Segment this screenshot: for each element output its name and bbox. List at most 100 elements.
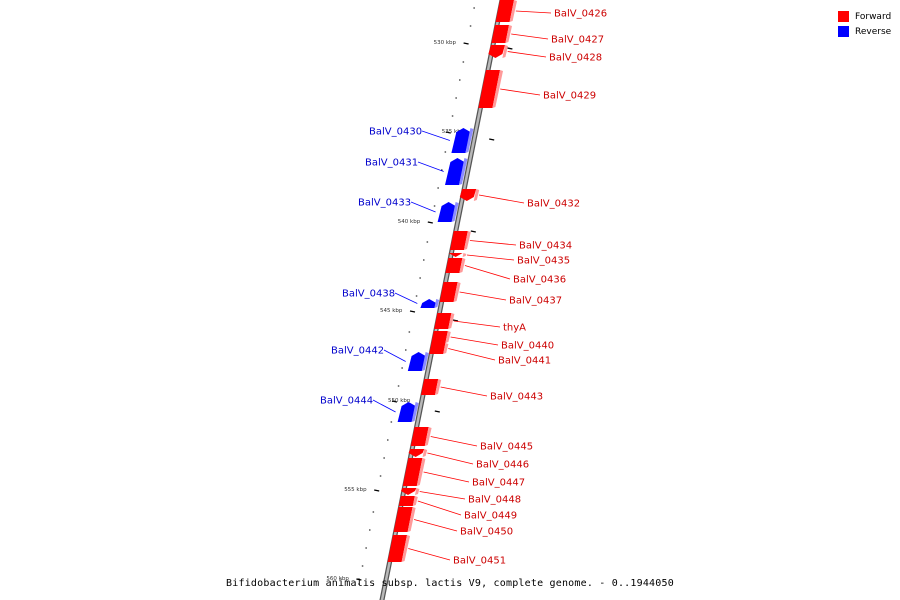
gene-BalV_0444[interactable] (397, 402, 419, 422)
gene-side (459, 258, 466, 273)
gene-BalV_0449[interactable] (398, 496, 418, 506)
map-caption: Bifidobacterium animalis subsp. lactis V… (226, 578, 674, 589)
gene-BalV_0428[interactable] (488, 45, 508, 58)
gene-label[interactable]: BalV_0431 (365, 158, 418, 169)
leader-line (507, 51, 547, 58)
forward-swatch (838, 11, 849, 22)
gene-BalV_0435[interactable] (448, 253, 467, 257)
gene-side (462, 253, 467, 257)
gene-body (439, 282, 458, 302)
gene-BalV_0426[interactable] (495, 0, 517, 22)
gene-BalV_0430[interactable] (451, 128, 474, 153)
gene-body (397, 402, 416, 422)
gene-label[interactable]: BalV_0436 (513, 275, 566, 286)
scale-tick-right (507, 47, 513, 50)
scale-tick-right (489, 138, 495, 141)
gene-label[interactable]: BalV_0433 (358, 198, 411, 209)
scale-tick-right (434, 410, 440, 413)
gene-label[interactable]: BalV_0426 (554, 9, 607, 20)
leader-line (423, 471, 470, 483)
gene-BalV_0443[interactable] (421, 379, 442, 395)
gene-side (445, 331, 451, 343)
leader-line (469, 240, 517, 246)
gene-BalV_0437[interactable] (439, 282, 461, 302)
gene-BalV_0447[interactable] (402, 458, 426, 486)
gene-label[interactable]: BalV_0427 (551, 35, 604, 46)
gene-BalV_0429[interactable] (478, 70, 503, 108)
gene-label[interactable]: BalV_0441 (498, 356, 551, 367)
legend-forward: Forward (838, 9, 891, 24)
scale-tick-major (427, 221, 433, 224)
scale-label: 555 kbp (344, 487, 367, 493)
gene-body (448, 253, 464, 257)
legend-reverse-label: Reverse (855, 26, 892, 37)
gene-BalV_0440[interactable] (431, 331, 451, 343)
gene-label[interactable]: BalV_0438 (342, 289, 395, 300)
gene-body (387, 535, 407, 562)
gene-BalV_0436[interactable] (445, 258, 466, 273)
gene-label[interactable]: BalV_0435 (517, 256, 570, 267)
gene-BalV_0434[interactable] (450, 231, 471, 250)
gene-side (416, 458, 426, 486)
gene-side (448, 313, 455, 329)
gene-BalV_0441[interactable] (429, 343, 449, 354)
scale-label: 545 kbp (380, 308, 403, 314)
gene-label[interactable]: BalV_0434 (519, 241, 572, 252)
gene-thyA[interactable] (434, 313, 455, 329)
gene-label[interactable]: BalV_0440 (501, 341, 554, 352)
gene-label[interactable]: BalV_0429 (543, 91, 596, 102)
gene-BalV_0442[interactable] (407, 352, 429, 371)
gene-BalV_0448[interactable] (401, 488, 420, 495)
gene-body (393, 507, 413, 532)
leader-line (459, 291, 507, 301)
gene-label[interactable]: BalV_0448 (468, 495, 521, 506)
gene-BalV_0431[interactable] (445, 158, 468, 185)
leader-line (450, 336, 499, 346)
gene-label[interactable]: BalV_0449 (464, 511, 517, 522)
gene-label[interactable]: BalV_0446 (476, 460, 529, 471)
gene-body (431, 331, 448, 343)
leader-line (417, 161, 444, 172)
gene-label[interactable]: BalV_0437 (509, 296, 562, 307)
gene-BalV_0451[interactable] (387, 535, 410, 562)
scale-tick-major (409, 310, 416, 313)
leader-line (410, 201, 436, 213)
gene-label[interactable]: BalV_0450 (460, 527, 513, 538)
gene-body (450, 231, 468, 250)
legend-forward-label: Forward (855, 11, 892, 22)
gene-label[interactable]: thyA (503, 323, 526, 334)
gene-side (465, 128, 474, 153)
leader-line (427, 452, 474, 465)
gene-side (424, 427, 432, 446)
gene-BalV_0438[interactable] (420, 299, 440, 308)
gene-BalV_0445[interactable] (410, 427, 432, 446)
scale-tick-right (452, 319, 459, 322)
gene-side (502, 45, 508, 58)
scale-tick-major (445, 131, 451, 134)
legend-reverse: Reverse (838, 24, 891, 39)
gene-BalV_0432[interactable] (459, 189, 480, 201)
gene-BalV_0450[interactable] (393, 507, 416, 532)
gene-side (434, 299, 440, 308)
scale-label: 550 kbp (388, 398, 411, 404)
gene-label[interactable]: BalV_0443 (490, 392, 543, 403)
gene-label[interactable]: BalV_0445 (480, 442, 533, 453)
gene-label[interactable]: BalV_0430 (369, 127, 422, 138)
gene-label[interactable]: BalV_0428 (549, 53, 602, 64)
gene-label[interactable]: BalV_0451 (453, 556, 506, 567)
gene-BalV_0433[interactable] (437, 202, 459, 222)
gene-side (412, 496, 418, 506)
gene-side (421, 352, 429, 371)
gene-side (453, 282, 461, 302)
gene-side (435, 379, 442, 395)
gene-label[interactable]: BalV_0444 (320, 396, 373, 407)
gene-side (473, 189, 480, 201)
gene-label[interactable]: BalV_0447 (472, 478, 525, 489)
scale-label: 560 kbp (326, 576, 349, 582)
gene-BalV_0446[interactable] (408, 449, 428, 457)
scale-tick-right (470, 230, 476, 233)
gene-label[interactable]: BalV_0442 (331, 346, 384, 357)
leader-line (408, 548, 451, 561)
gene-label[interactable]: BalV_0432 (527, 199, 580, 210)
gene-BalV_0427[interactable] (491, 25, 512, 43)
